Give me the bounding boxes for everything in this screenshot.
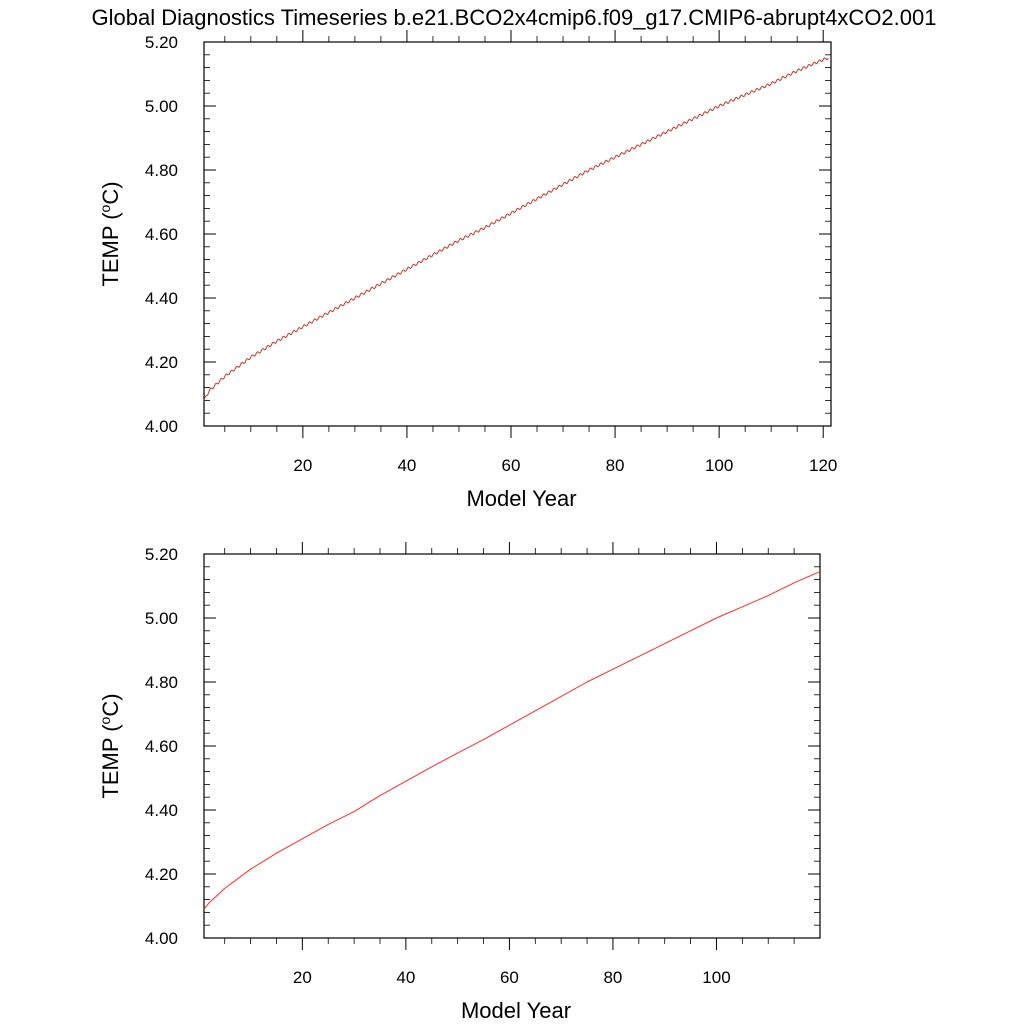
panel-bottom: 4.00 4.20 4.40 4.60 4.80 5.00 5.20 20 40 60 80 100 M… xyxy=(97,542,821,1023)
y-tick-label: 5.00 xyxy=(145,97,178,116)
y-tick-label: 5.00 xyxy=(145,609,178,628)
x-tick-label: 40 xyxy=(397,456,416,475)
x-tick-label: 40 xyxy=(396,968,415,987)
y-tick-label: 4.00 xyxy=(145,417,178,436)
y-tick-label: 4.40 xyxy=(145,289,178,308)
y-tick-label: 5.20 xyxy=(145,33,178,52)
y-tick-label: 4.80 xyxy=(145,673,178,692)
panel-top: 4.00 4.20 4.40 4.60 4.80 5.00 5.20 20 40 60 80 100 1… xyxy=(97,30,837,511)
x-tick-label: 60 xyxy=(502,456,521,475)
figure-title: Global Diagnostics Timeseries b.e21.BCO2… xyxy=(92,5,937,30)
x-tick-label: 100 xyxy=(705,456,733,475)
x-tick-label: 80 xyxy=(606,456,625,475)
y-axis-label: TEMP (oC) xyxy=(97,181,123,286)
plot-frame xyxy=(203,41,832,427)
y-tick-label: 4.60 xyxy=(145,225,178,244)
y-tick-label: 4.20 xyxy=(145,353,178,372)
x-axis-label: Model Year xyxy=(461,998,571,1023)
y-tick-label: 5.20 xyxy=(145,545,178,564)
y-tick-label: 4.00 xyxy=(145,929,178,948)
y-axis-label: TEMP (oC) xyxy=(97,693,123,798)
y-tick-label: 4.40 xyxy=(145,801,178,820)
y-tick-label: 4.20 xyxy=(145,865,178,884)
plot-frame xyxy=(203,553,821,939)
series-line xyxy=(203,57,829,401)
x-tick-label: 80 xyxy=(603,968,622,987)
series-line xyxy=(203,571,821,910)
x-tick-label: 60 xyxy=(500,968,519,987)
x-tick-label: 100 xyxy=(702,968,730,987)
x-tick-label: 20 xyxy=(293,968,312,987)
y-tick-label: 4.80 xyxy=(145,161,178,180)
x-tick-label: 20 xyxy=(293,456,312,475)
x-tick-label: 120 xyxy=(809,456,837,475)
x-axis-label: Model Year xyxy=(466,486,576,511)
y-tick-label: 4.60 xyxy=(145,737,178,756)
